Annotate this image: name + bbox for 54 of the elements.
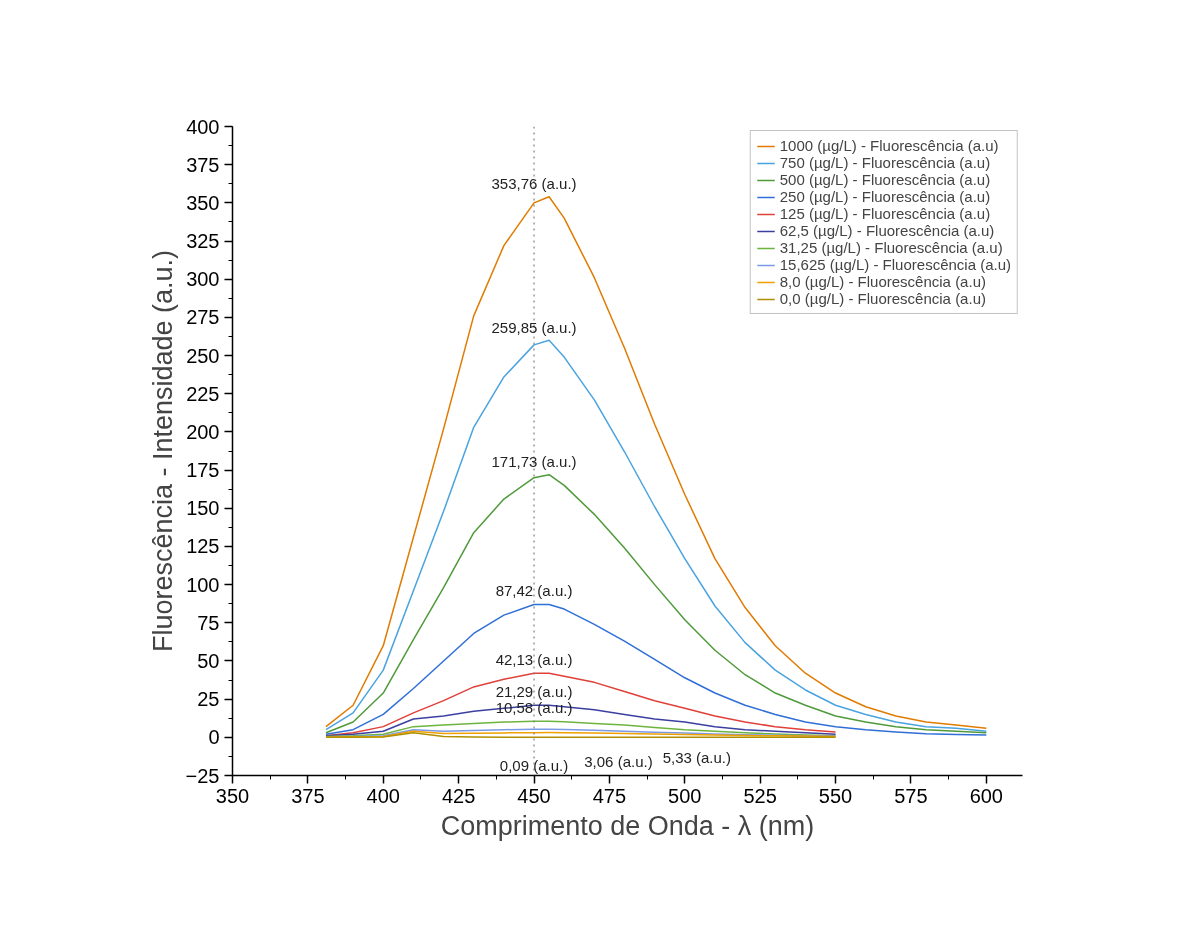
y-tick-label: 50 bbox=[197, 649, 220, 672]
x-tick-label: 500 bbox=[668, 784, 702, 807]
annotation: 171,73 (a.u.) bbox=[491, 453, 577, 471]
y-tick-label: 225 bbox=[186, 382, 220, 405]
annotation: 21,29 (a.u.) bbox=[495, 682, 573, 700]
annotation: 42,13 (a.u.) bbox=[495, 650, 573, 668]
legend-label: 500 (µg/L) - Fluorescência (a.u) bbox=[779, 171, 991, 188]
legend-label: 31,25 (µg/L) - Fluorescência (a.u) bbox=[779, 239, 1003, 256]
legend-label: 8,0 (µg/L) - Fluorescência (a.u) bbox=[779, 273, 986, 290]
legend-label: 1000 (µg/L) - Fluorescência (a.u) bbox=[779, 137, 999, 154]
x-tick-label: 450 bbox=[517, 784, 551, 807]
x-tick-label: 475 bbox=[592, 784, 627, 807]
annotation: 0,09 (a.u.) bbox=[499, 757, 569, 775]
annotation: 3,06 (a.u.) bbox=[584, 752, 653, 770]
y-tick-label: 100 bbox=[186, 573, 220, 596]
y-tick-label: 200 bbox=[186, 420, 220, 443]
line-series bbox=[325, 339, 988, 732]
y-tick-label: 350 bbox=[186, 191, 220, 214]
line-series bbox=[325, 473, 988, 734]
legend-label: 0,0 (µg/L) - Fluorescência (a.u) bbox=[779, 290, 986, 307]
line-series bbox=[325, 704, 837, 737]
annotation: 353,76 (a.u.) bbox=[491, 175, 577, 193]
legend-label: 62,5 (µg/L) - Fluorescência (a.u) bbox=[779, 222, 995, 239]
line-series bbox=[325, 603, 988, 736]
y-tick-label: 325 bbox=[186, 230, 220, 253]
x-tick-label: 575 bbox=[894, 784, 928, 807]
y-tick-label: −25 bbox=[185, 764, 220, 787]
y-tick-label: 0 bbox=[208, 726, 220, 749]
y-tick-label: 250 bbox=[186, 344, 220, 367]
y-axis-title: Fluorescência - Intensidade (a.u.) bbox=[147, 249, 178, 653]
x-tick-label: 350 bbox=[215, 784, 250, 807]
legend-label: 750 (µg/L) - Fluorescência (a.u) bbox=[779, 154, 991, 171]
y-tick-label: 150 bbox=[186, 497, 220, 520]
y-tick-label: 125 bbox=[186, 535, 220, 558]
annotation: 87,42 (a.u.) bbox=[495, 581, 573, 599]
annotation: 259,85 (a.u.) bbox=[491, 318, 577, 336]
y-tick-label: 275 bbox=[186, 306, 220, 329]
x-tick-label: 600 bbox=[969, 784, 1004, 807]
y-tick-label: 375 bbox=[186, 153, 220, 176]
x-tick-label: 550 bbox=[818, 784, 853, 807]
x-tick-label: 425 bbox=[441, 784, 476, 807]
legend-label: 250 (µg/L) - Fluorescência (a.u) bbox=[779, 188, 991, 205]
x-tick-label: 375 bbox=[291, 784, 325, 807]
y-tick-label: 300 bbox=[186, 268, 220, 291]
y-tick-label: 400 bbox=[186, 115, 220, 138]
legend-label: 15,625 (µg/L) - Fluorescência (a.u) bbox=[779, 256, 1011, 273]
x-axis-title: Comprimento de Onda - λ (nm) bbox=[440, 810, 815, 841]
x-tick-label: 525 bbox=[743, 784, 777, 807]
y-tick-label: 175 bbox=[186, 459, 220, 482]
x-tick-label: 400 bbox=[366, 784, 400, 807]
y-tick-label: 75 bbox=[197, 611, 220, 634]
y-tick-label: 25 bbox=[197, 688, 220, 711]
annotation: 5,33 (a.u.) bbox=[662, 749, 732, 767]
legend-label: 125 (µg/L) - Fluorescência (a.u) bbox=[779, 205, 991, 222]
